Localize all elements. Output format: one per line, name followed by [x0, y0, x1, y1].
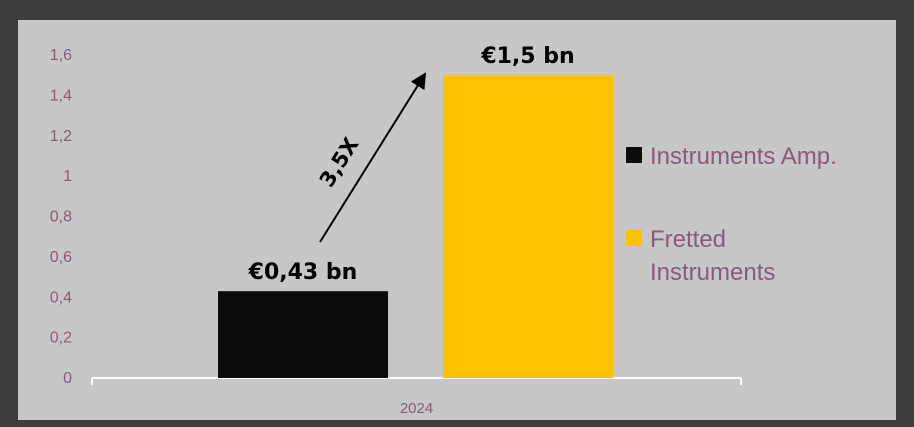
bar-instruments-amp — [218, 291, 388, 378]
growth-arrow — [319, 72, 427, 243]
legend-label: Instruments Amp. — [650, 143, 837, 170]
legend: Instruments Amp. Fretted Instruments — [626, 143, 837, 286]
y-tick-label: 1,6 — [50, 47, 72, 64]
y-tick-label: 0,4 — [50, 289, 72, 306]
y-tick-label: 1,4 — [50, 87, 72, 104]
data-labels: €0,43 bn €1,5 bn — [248, 44, 575, 285]
legend-swatch — [626, 147, 642, 163]
bars — [218, 75, 613, 378]
data-label: €0,43 bn — [248, 260, 358, 285]
y-tick-label: 0 — [63, 370, 72, 387]
data-label: €1,5 bn — [480, 44, 574, 69]
y-tick-label: 0,8 — [50, 209, 72, 226]
y-tick-label: 0,2 — [50, 330, 72, 347]
y-tick-label: 0,6 — [50, 249, 72, 266]
x-tick-label: 2024 — [400, 400, 433, 417]
y-tick-label: 1,2 — [50, 128, 72, 145]
legend-swatch — [626, 230, 642, 246]
y-axis: 0 0,2 0,4 0,6 0,8 1 1,2 1,4 1,6 — [50, 47, 72, 387]
legend-label: Fretted — [650, 226, 726, 253]
legend-label: Instruments — [650, 259, 775, 286]
y-tick-label: 1 — [63, 168, 72, 185]
x-axis: 2024 — [91, 377, 742, 417]
bar-fretted-instruments — [443, 75, 613, 378]
